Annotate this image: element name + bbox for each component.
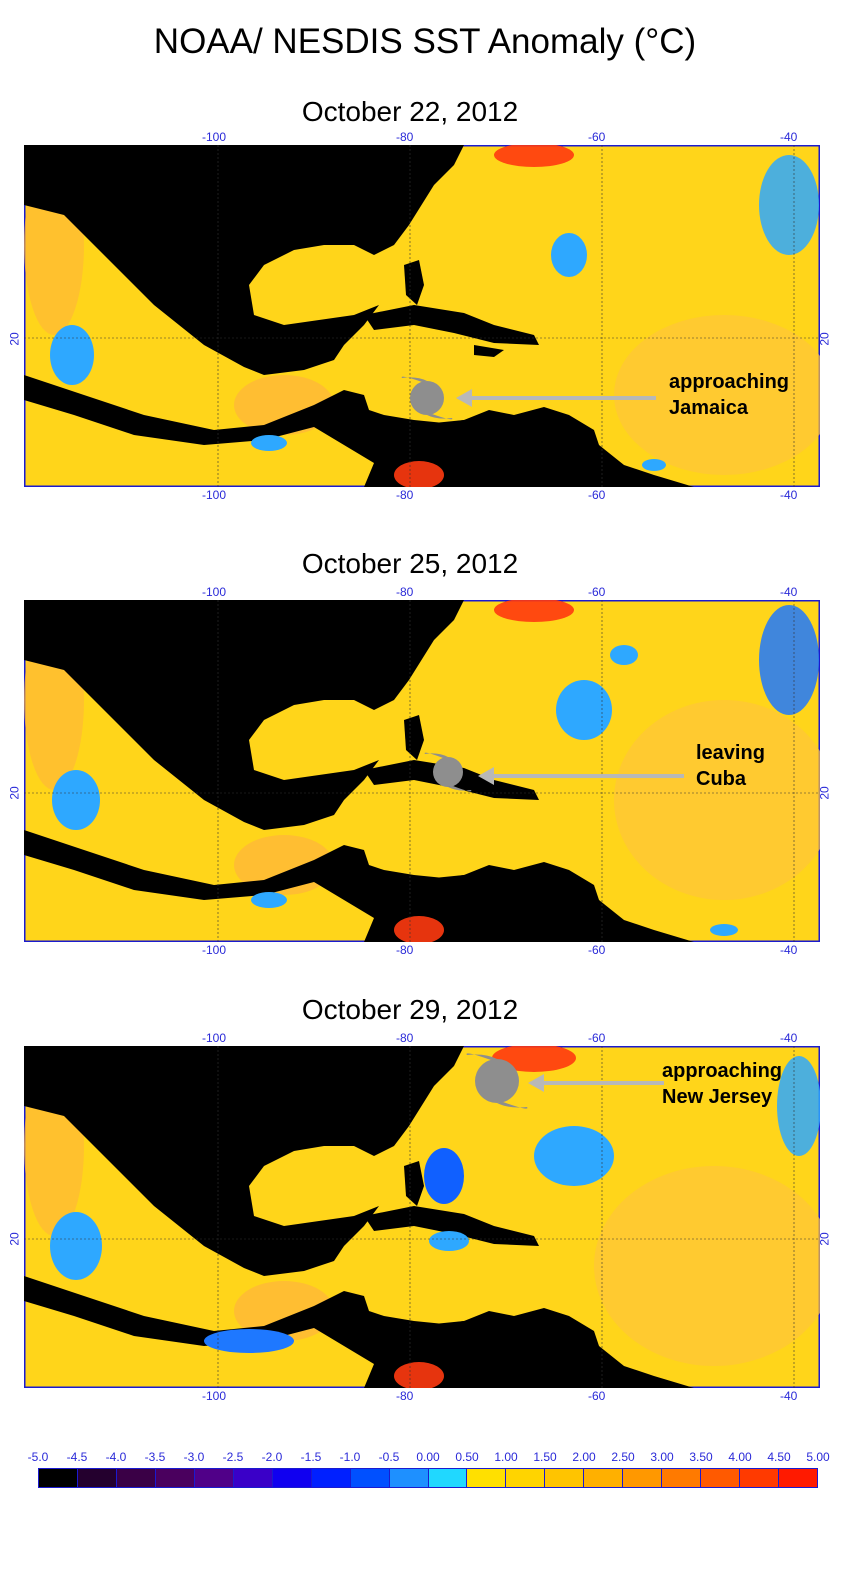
colorbar-tick-label: 4.00 — [728, 1450, 752, 1464]
colorbar-labels: -5.0 -4.5 -4.0 -3.5 -3.0 -2.5 -2.0 -1.5 -1.0 -0.5… — [18, 1450, 838, 1464]
colorbar-swatch — [662, 1469, 702, 1487]
lon-tick: -40 — [780, 585, 798, 599]
colorbar-tick-label: 3.00 — [650, 1450, 674, 1464]
lat-tick: 20 — [817, 332, 832, 346]
storm-annotation: leaving Cuba — [696, 742, 765, 790]
lon-tick: -100 — [202, 488, 227, 502]
colorbar-swatch — [389, 1469, 429, 1487]
colorbar-tick-label: 0.00 — [416, 1450, 440, 1464]
colorbar-swatch — [701, 1469, 741, 1487]
lon-tick: -100 — [202, 1389, 227, 1403]
colorbar-swatch — [39, 1469, 78, 1487]
colorbar-swatch — [233, 1469, 273, 1487]
colorbar-tick-label: -2.5 — [222, 1450, 244, 1464]
colorbar-tick-label: -3.5 — [144, 1450, 166, 1464]
colorbar-tick-label: 1.50 — [533, 1450, 557, 1464]
panel-date: October 29, 2012 — [301, 994, 519, 1025]
colorbar-tick-label: 4.50 — [767, 1450, 791, 1464]
lon-tick: -60 — [588, 943, 606, 957]
colorbar-swatch — [350, 1469, 390, 1487]
sst-map-panel: approaching Jamaica — [24, 145, 820, 487]
storm-annotation: approaching Jamaica — [669, 371, 790, 419]
colorbar-tick-label: -4.0 — [105, 1450, 127, 1464]
colorbar-swatch — [584, 1469, 624, 1487]
lon-tick: -80 — [396, 943, 414, 957]
colorbar-tick-label: -3.0 — [183, 1450, 205, 1464]
panel-date: October 25, 2012 — [301, 548, 519, 579]
lon-tick: -80 — [396, 1389, 414, 1403]
colorbar-tick-label: 1.00 — [494, 1450, 518, 1464]
lon-tick: -40 — [780, 488, 798, 502]
sst-map-panel: approaching New Jersey — [24, 1046, 820, 1388]
lon-tick: -80 — [396, 488, 414, 502]
lon-tick: -60 — [588, 1031, 606, 1045]
sst-map-panel: leaving Cuba — [24, 600, 820, 942]
colorbar-swatch — [740, 1469, 780, 1487]
lon-tick: -100 — [202, 1031, 227, 1045]
lat-tick: 20 — [817, 1232, 832, 1246]
colorbar-swatch — [545, 1469, 585, 1487]
lon-tick: -100 — [202, 943, 227, 957]
colorbar-tick-label: -1.0 — [339, 1450, 361, 1464]
colorbar-tick-label: -0.5 — [378, 1450, 400, 1464]
sst-map — [24, 1046, 820, 1388]
colorbar-tick-label: -5.0 — [27, 1450, 49, 1464]
colorbar-swatch — [77, 1469, 117, 1487]
lon-tick: -80 — [396, 130, 414, 144]
colorbar-swatch — [428, 1469, 468, 1487]
storm-annotation: approaching New Jersey — [662, 1060, 783, 1108]
lon-tick: -60 — [588, 1389, 606, 1403]
lon-tick: -40 — [780, 130, 798, 144]
colorbar-tick-label: -2.0 — [261, 1450, 283, 1464]
colorbar-tick-label: 2.50 — [611, 1450, 635, 1464]
lon-tick: -80 — [396, 585, 414, 599]
lat-tick: 20 — [7, 1232, 22, 1246]
colorbar-swatch — [779, 1469, 818, 1487]
lon-tick: -80 — [396, 1031, 414, 1045]
hurricane-icon — [466, 1053, 528, 1109]
colorbar-swatch — [467, 1469, 507, 1487]
lon-tick: -40 — [780, 943, 798, 957]
lon-tick: -60 — [588, 488, 606, 502]
panel-date: October 22, 2012 — [301, 96, 519, 127]
colorbar — [38, 1468, 818, 1488]
colorbar-tick-label: 2.00 — [572, 1450, 596, 1464]
lon-tick: -100 — [202, 585, 227, 599]
colorbar-swatch — [272, 1469, 312, 1487]
sst-map — [24, 145, 820, 487]
colorbar-swatch — [194, 1469, 234, 1487]
colorbar-tick-label: -1.5 — [300, 1450, 322, 1464]
lon-tick: -100 — [202, 130, 227, 144]
lat-tick: 20 — [7, 332, 22, 346]
colorbar-swatch — [506, 1469, 546, 1487]
lon-tick: -60 — [588, 585, 606, 599]
sst-map — [24, 600, 820, 942]
colorbar-tick-label: -4.5 — [66, 1450, 88, 1464]
lon-tick: -40 — [780, 1031, 798, 1045]
lon-tick: -40 — [780, 1389, 798, 1403]
colorbar-swatch — [155, 1469, 195, 1487]
colorbar-tick-label: 5.00 — [806, 1450, 830, 1464]
lon-tick: -60 — [588, 130, 606, 144]
lat-tick: 20 — [7, 786, 22, 800]
colorbar-swatch — [311, 1469, 351, 1487]
colorbar-swatch — [116, 1469, 156, 1487]
lat-tick: 20 — [817, 786, 832, 800]
colorbar-tick-label: 3.50 — [689, 1450, 713, 1464]
hurricane-icon — [401, 376, 453, 420]
hurricane-icon — [424, 752, 472, 792]
colorbar-tick-label: 0.50 — [455, 1450, 479, 1464]
main-title: NOAA/ NESDIS SST Anomaly (°C) — [153, 22, 697, 61]
colorbar-swatch — [623, 1469, 663, 1487]
